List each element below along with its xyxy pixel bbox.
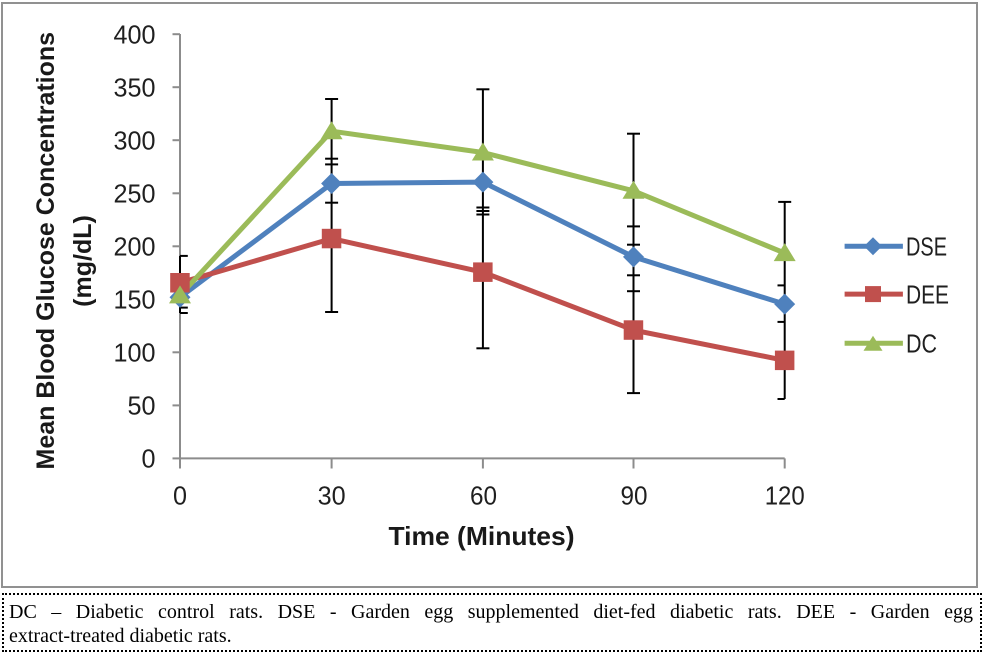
svg-text:0: 0 [142,444,156,474]
svg-text:120: 120 [765,481,805,511]
svg-text:Mean Blood Glucose Concentrati: Mean Blood Glucose Concentrations [32,32,60,470]
svg-text:DC: DC [906,329,937,359]
svg-text:350: 350 [114,72,156,102]
svg-text:200: 200 [114,231,156,261]
svg-text:100: 100 [114,337,156,367]
svg-text:50: 50 [128,391,156,421]
svg-text:400: 400 [114,19,156,49]
svg-text:(mg/dL): (mg/dL) [69,215,97,307]
svg-text:0: 0 [173,481,187,511]
svg-text:90: 90 [621,481,648,511]
svg-text:300: 300 [114,125,156,155]
svg-text:30: 30 [318,481,346,511]
svg-text:250: 250 [114,178,156,208]
svg-text:DSE: DSE [906,232,947,262]
svg-text:60: 60 [470,481,497,511]
svg-text:150: 150 [114,284,156,314]
svg-text:DEE: DEE [906,279,949,309]
svg-text:Time (Minutes): Time (Minutes) [389,521,575,551]
